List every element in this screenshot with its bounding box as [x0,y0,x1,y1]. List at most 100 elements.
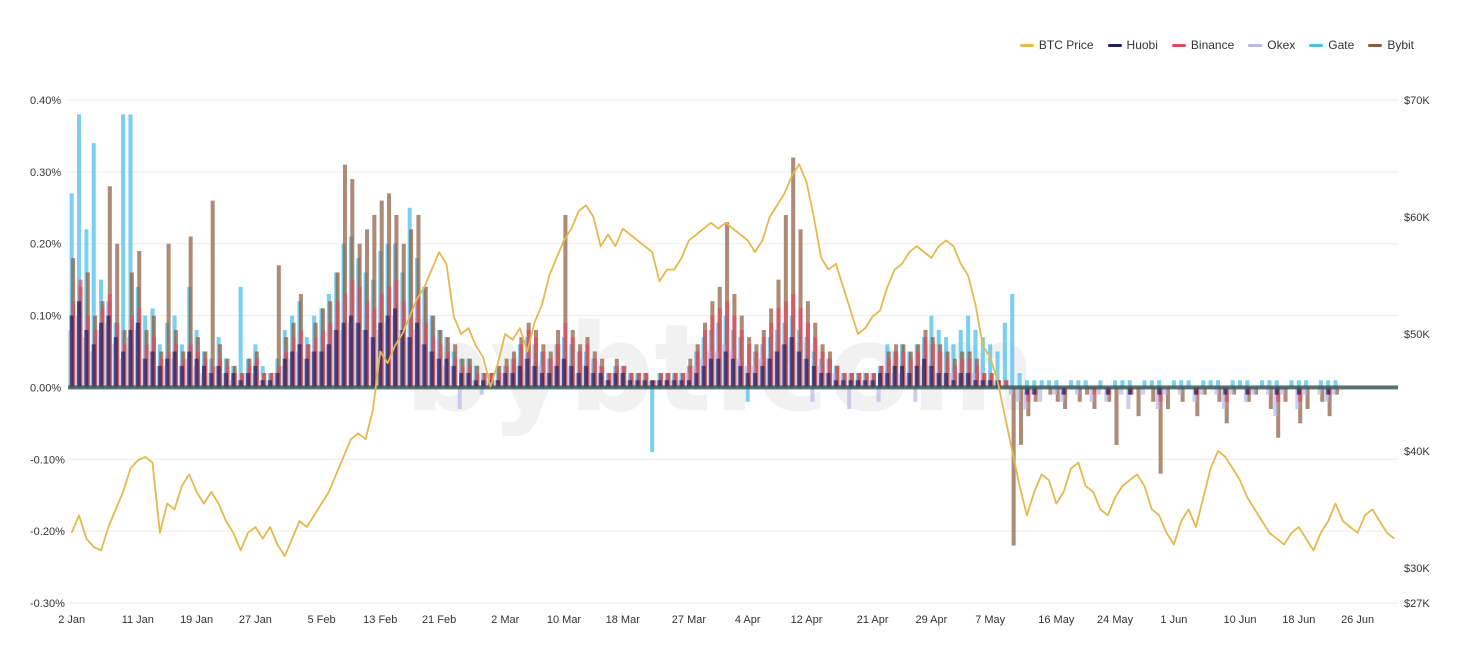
bar [466,373,471,388]
bar [1245,387,1250,395]
bar [877,373,882,388]
bar [260,380,265,388]
bar [1077,387,1082,402]
bar [798,308,803,388]
bar [107,186,112,388]
bar [775,351,780,388]
bar [1193,387,1198,395]
y-left-tick-label: -0.30% [30,598,65,610]
bar [479,387,484,395]
bar [1326,380,1331,388]
legend-item-binance[interactable]: Binance [1171,38,1234,52]
bar [1267,380,1272,388]
bar [1245,380,1250,388]
bar [703,329,708,388]
bar [1276,387,1281,438]
bar [1016,387,1021,402]
bar [561,358,567,388]
bar [275,373,280,388]
bar [606,380,611,388]
bar [547,373,552,388]
bar [194,358,199,388]
bar [855,380,860,388]
bar [437,358,442,388]
bar [172,351,177,388]
bar [554,365,559,388]
bar [1002,322,1007,388]
bar [115,243,120,388]
bar [789,337,794,388]
bar [1142,380,1147,388]
bar [429,351,434,388]
bar [166,243,171,388]
bar [1054,380,1059,388]
y-left-tick-label: -0.20% [30,526,65,538]
bar [290,351,295,388]
bar [769,322,774,388]
bar [1302,387,1307,395]
bar [1039,380,1044,388]
legend-item-bybit[interactable]: Bybit [1368,38,1414,52]
bar [1085,387,1090,395]
bar [1105,387,1110,395]
bar [223,373,229,388]
bar [672,380,677,388]
bar [415,322,420,388]
legend-item-okex[interactable]: Okex [1248,38,1295,52]
legend-label: BTC Price [1038,38,1094,52]
bar [657,380,662,388]
bar [1251,387,1256,395]
bar [1268,387,1273,409]
legend-swatch [1248,43,1263,47]
bar [1304,380,1309,388]
x-tick-label: 16 May [1038,614,1075,626]
bar [679,380,684,388]
x-tick-label: 27 Jan [239,614,272,626]
bar [304,358,309,388]
bar [701,365,706,388]
bar [1274,380,1279,388]
legend-item-gate[interactable]: Gate [1309,38,1354,52]
bar [1011,387,1016,546]
bar [1113,380,1118,388]
legend-item-huobi[interactable]: Huobi [1107,38,1158,52]
bar [1010,294,1015,388]
bar [187,351,192,388]
bar [664,380,669,388]
x-tick-label: 2 Jan [58,614,85,626]
bar [1265,387,1271,395]
bar [1136,387,1141,417]
bar [1017,373,1022,388]
x-tick-label: 2 Mar [491,614,519,626]
bar [1326,387,1331,395]
bar [747,344,752,388]
bar [805,322,810,388]
bar [1202,387,1207,395]
bar [1052,387,1057,395]
bar [1092,387,1097,409]
bar [1179,380,1184,388]
bar [974,365,979,388]
bar [541,351,546,388]
bar [407,337,412,388]
bar [848,380,853,388]
bar [503,373,508,388]
bar [1004,380,1009,388]
bar [157,365,162,388]
bar [1215,380,1220,388]
bar [708,358,713,388]
bar [1327,387,1332,417]
bar [1048,387,1053,395]
bar [761,337,766,388]
bar [348,315,353,388]
bar [951,380,956,388]
y-axis-left: 0.40% 0.30% 0.20% 0.10% 0.00% -0.10% -0.20% -0.… [30,95,65,610]
x-tick-label: 11 Jan [122,614,154,626]
bar [938,351,943,388]
legend-item-btc-price[interactable]: BTC Price [1019,38,1094,52]
bar [739,329,744,388]
bar [216,365,221,388]
bar [907,373,912,388]
y-left-tick-label: 0.30% [30,167,61,179]
x-tick-label: 24 May [1097,614,1134,626]
